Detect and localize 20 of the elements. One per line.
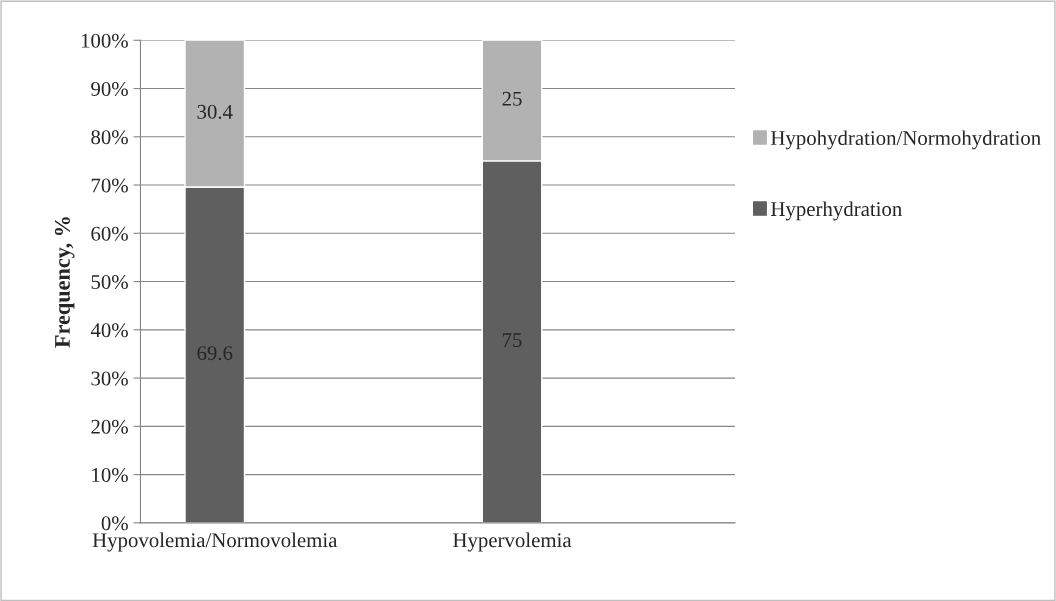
y-tick-label: 50% [91,274,128,290]
legend-label: Hypohydration/Normohydration [770,130,1041,150]
y-tick-label: 60% [91,226,128,241]
data-label: 30.4 [197,104,233,119]
data-label: 69.6 [197,346,233,361]
x-tick-label: Hypovolemia/Normovolemia [92,532,338,552]
y-tick-label: 70% [91,178,128,193]
legend-label: Hyperhydration [770,201,902,221]
y-tick-label: 40% [90,323,128,338]
data-label: 75 [502,333,522,348]
y-tick-label: 90% [91,81,128,97]
y-tick-label: 20% [91,419,128,434]
data-label: 25 [502,91,522,106]
y-tick-label: 30% [91,371,128,386]
y-tick-label: 80% [91,130,128,145]
y-tick-label: 10% [92,467,128,483]
y-tick-label: 100% [81,33,128,48]
x-tick-label: Hypervolemia [453,532,572,552]
y-tick-label: 0% [101,516,128,531]
y-axis-title: Frequency, % [54,217,75,348]
